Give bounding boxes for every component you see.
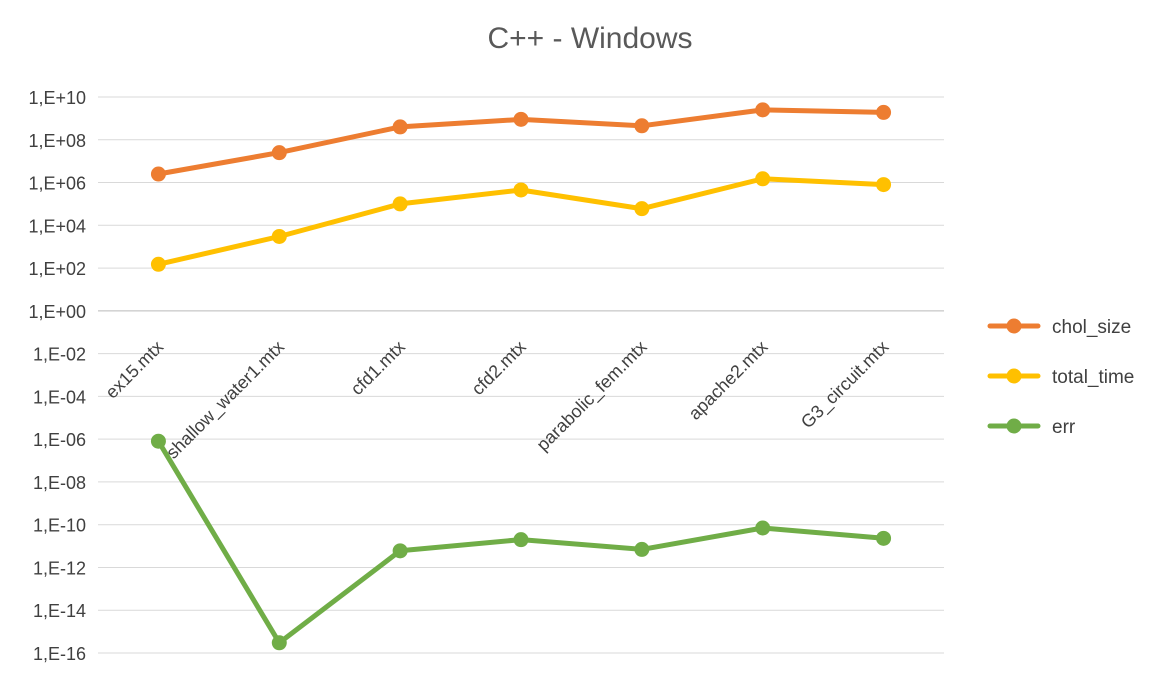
- data-point: [392, 119, 408, 135]
- data-point: [876, 530, 892, 546]
- y-tick-label: 1,E-04: [33, 387, 86, 407]
- y-tick-label: 1,E-12: [33, 558, 86, 578]
- y-tick-label: 1,E-16: [33, 644, 86, 664]
- y-tick-label: 1,E+10: [28, 88, 86, 108]
- data-point: [755, 171, 771, 187]
- data-point: [513, 111, 529, 127]
- data-point: [271, 635, 287, 651]
- series-total-time: [150, 171, 892, 272]
- gridlines: [98, 96, 944, 654]
- y-axis-ticks: 1,E+10 1,E+08 1,E+06 1,E+04 1,E+02 1,E+00 1,E-…: [28, 88, 86, 664]
- y-tick-label: 1,E-08: [33, 473, 86, 493]
- data-point: [513, 182, 529, 198]
- x-category-label: shallow_water1.mtx: [162, 337, 289, 464]
- data-point: [392, 196, 408, 212]
- data-point: [755, 520, 771, 536]
- legend-marker: [1006, 418, 1022, 434]
- legend-item: err: [987, 417, 1076, 438]
- y-tick-label: 1,E+04: [28, 216, 86, 236]
- legend-label: chol_size: [1052, 317, 1131, 338]
- legend-marker: [1006, 318, 1022, 334]
- data-point: [150, 256, 166, 272]
- data-point: [634, 541, 650, 557]
- data-point: [271, 145, 287, 161]
- series-err: [150, 433, 892, 651]
- chart-title: C++ - Windows: [487, 22, 692, 55]
- y-tick-label: 1,E+06: [28, 174, 86, 194]
- data-point: [876, 177, 892, 193]
- data-point: [634, 201, 650, 217]
- y-tick-label: 1,E-10: [33, 516, 86, 536]
- legend-label: total_time: [1052, 367, 1134, 388]
- y-tick-label: 1,E+00: [28, 302, 86, 322]
- data-point: [150, 166, 166, 182]
- legend-marker: [1006, 368, 1022, 384]
- y-tick-label: 1,E+08: [28, 131, 86, 151]
- data-point: [271, 228, 287, 244]
- legend-item: total_time: [987, 367, 1134, 388]
- x-category-label: cfd2.mtx: [468, 337, 530, 399]
- legend-item: chol_size: [987, 317, 1131, 338]
- data-point: [634, 118, 650, 134]
- x-category-label: apache2.mtx: [685, 337, 772, 424]
- data-point: [755, 102, 771, 118]
- x-category-label: G3_circuit.mtx: [797, 337, 893, 433]
- data-point: [150, 433, 166, 449]
- data-point: [513, 532, 529, 548]
- series-chol-size: [150, 102, 892, 182]
- series-lines: [150, 102, 892, 651]
- data-point: [392, 543, 408, 559]
- y-tick-label: 1,E-14: [33, 601, 86, 621]
- legend-label: err: [1052, 417, 1076, 438]
- y-tick-label: 1,E-06: [33, 430, 86, 450]
- x-category-label: ex15.mtx: [101, 337, 167, 403]
- x-category-label: cfd1.mtx: [347, 337, 409, 399]
- data-point: [876, 104, 892, 120]
- y-tick-label: 1,E+02: [28, 259, 86, 279]
- y-tick-label: 1,E-02: [33, 345, 86, 365]
